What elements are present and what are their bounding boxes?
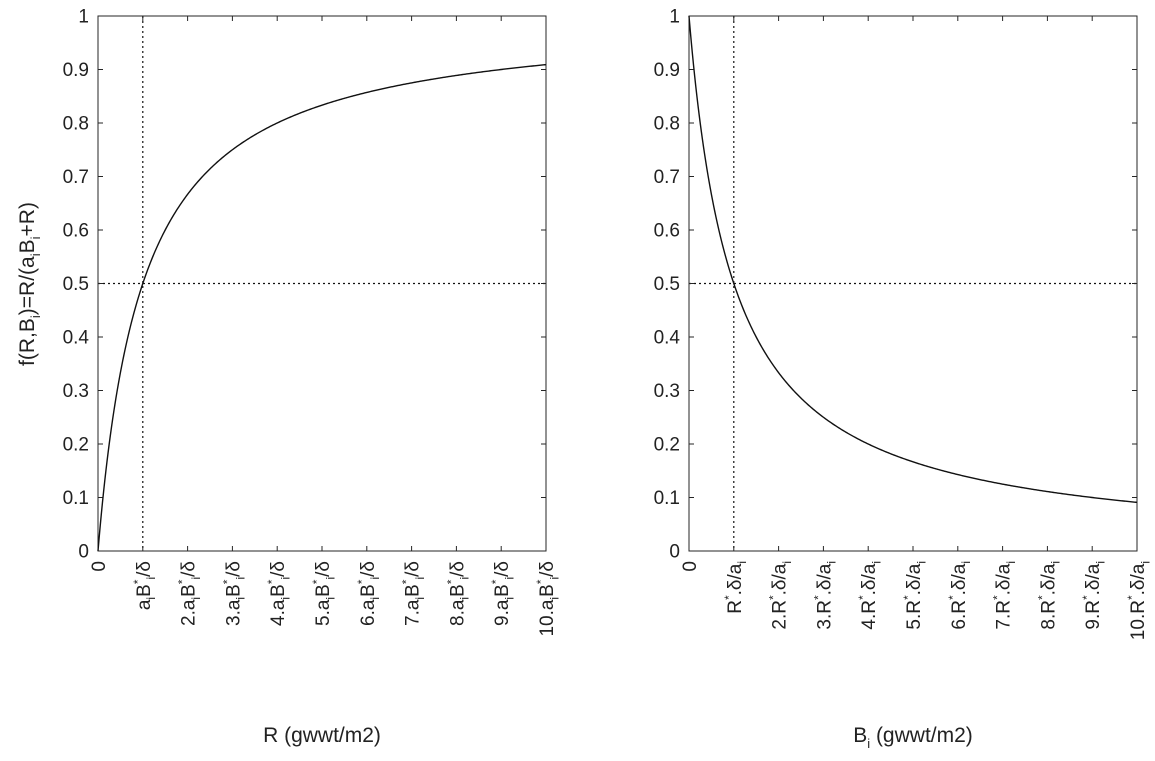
x-tick-label: 3.aiB*i/δ [220,561,247,626]
x-tick-label: 9.R*.δ/ai [1080,561,1107,630]
y-tick-label: 1 [669,7,680,28]
x-tick-label: 6.R*.δ/ai [946,561,973,630]
y-tick-label: 0.5 [63,274,89,295]
x-tick-label: aiB*i/δ [131,561,158,610]
y-tick-label: 0.1 [63,488,89,509]
right-chart-panel: 0 0.1 0.2 0.3 0.4 0.5 0.6 0.7 0.8 0.9 1 0 R*.δ/ai 2.R… [654,7,1153,751]
y-tick-label: 0.3 [63,381,89,402]
y-tick-label: 0.3 [654,381,680,402]
y-tick-label: 0.2 [654,435,680,456]
x-tick-label: 7.aiB*i/δ [400,561,427,626]
y-tick-label: 0.9 [654,60,680,81]
x-tick-label: 2.aiB*i/δ [176,561,203,626]
y-tick-label: 0.8 [63,114,89,135]
x-tick-label: 4.aiB*i/δ [265,561,292,626]
y-tick-label: 0.7 [63,167,89,188]
x-tick-label: 0 [89,561,110,572]
x-tick-label: 7.R*.δ/ai [991,561,1018,630]
y-tick-label: 0 [78,542,89,563]
series-line [97,63,547,552]
y-tick-label: 0.4 [63,328,90,349]
y-tick-label: 0.7 [654,167,680,188]
x-tick-label: 5.R*.δ/ai [901,561,928,630]
y-tick-label: 0.1 [654,488,680,509]
x-tick-label: 3.R*.δ/ai [811,561,838,630]
x-tick-label: R*.δ/ai [722,561,749,614]
x-tick-label: 10.aiB*i/δ [534,561,561,637]
series-line [688,15,1138,504]
y-tick-label: 0.2 [63,435,89,456]
x-tick-label: 5.aiB*i/δ [310,561,337,626]
y-tick-label: 0.6 [654,221,680,242]
x-tick-label: 0 [680,561,701,572]
x-tick-label: 8.R*.δ/ai [1035,561,1062,630]
x-tick-label: 4.R*.δ/ai [856,561,883,630]
y-tick-label: 0.9 [63,60,89,81]
x-axis-title: R (gwwt/m2) [263,724,381,747]
x-tick-label: 10.R*.δ/ai [1125,561,1152,640]
x-tick-label: 8.aiB*i/δ [444,561,471,626]
x-tick-label: 9.aiB*i/δ [489,561,516,626]
y-axis-title: f(R,Bi)=R/(aiBi+R) [16,202,43,366]
y-tick-label: 0.4 [654,328,681,349]
y-tick-label: 0.5 [654,274,680,295]
y-tick-label: 0 [669,542,680,563]
y-tick-label: 0.8 [654,114,680,135]
left-chart-panel: 0 0.1 0.2 0.3 0.4 0.5 0.6 0.7 0.8 0.9 1 0 aiB*i/δ 2.a… [16,7,561,748]
y-tick-label: 1 [78,7,89,28]
x-tick-label: 2.R*.δ/ai [767,561,794,630]
x-tick-label: 6.aiB*i/δ [355,561,382,626]
y-tick-label: 0.6 [63,221,89,242]
x-axis-title: Bi (gwwt/m2) [853,724,973,751]
